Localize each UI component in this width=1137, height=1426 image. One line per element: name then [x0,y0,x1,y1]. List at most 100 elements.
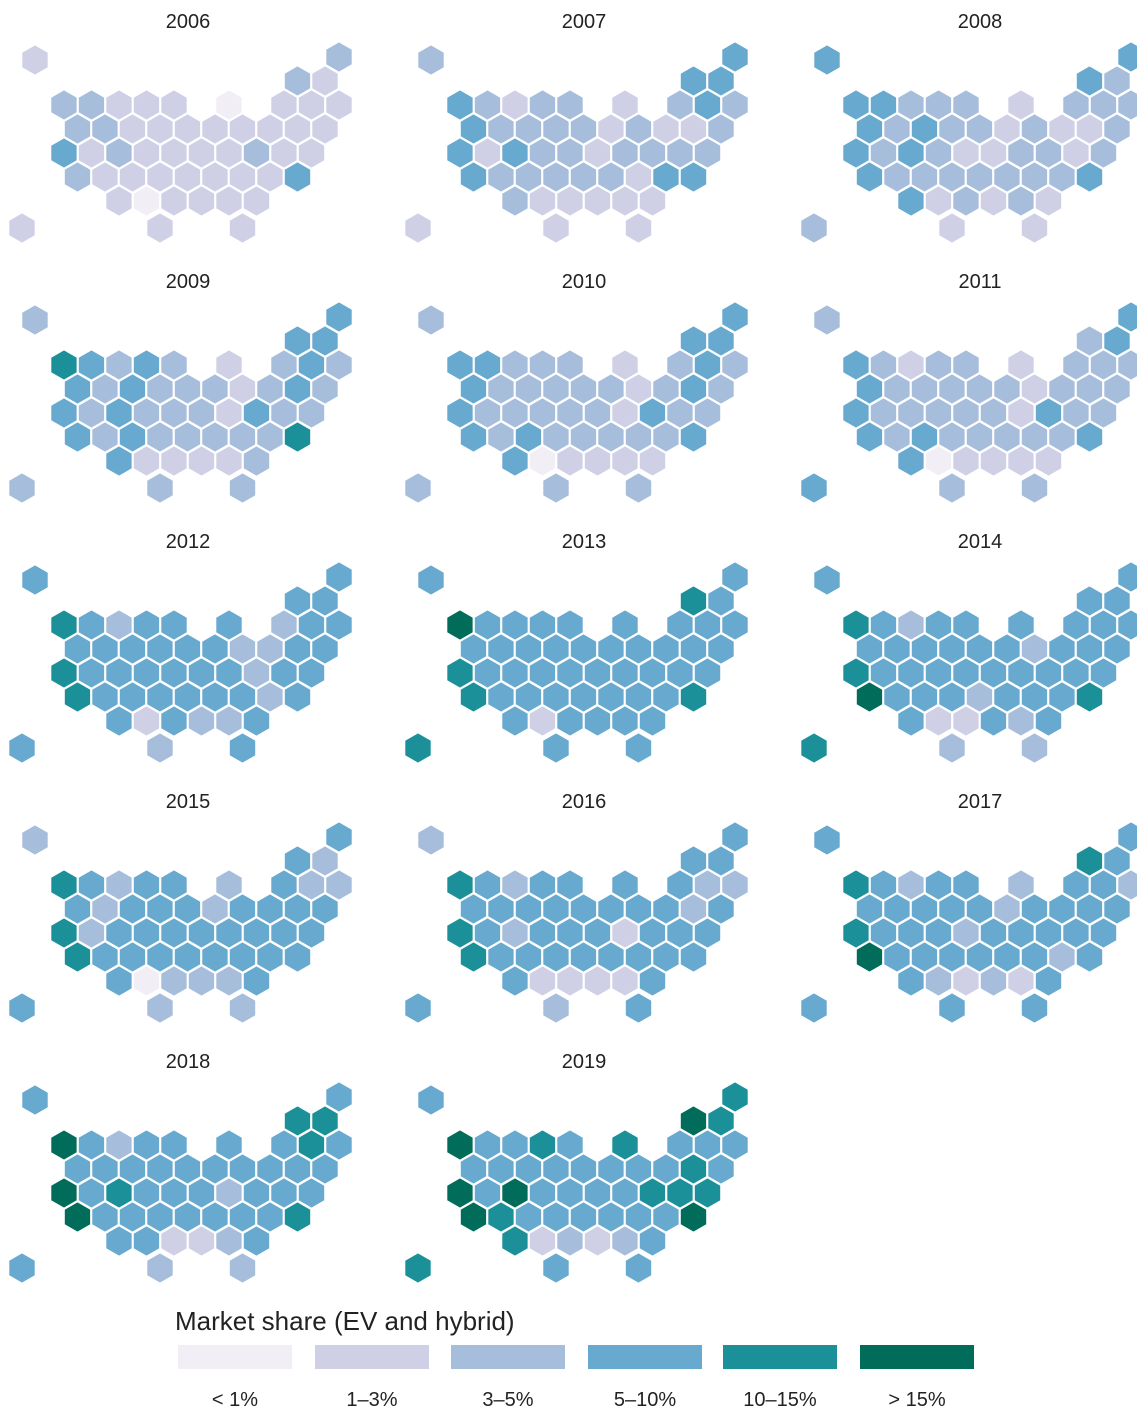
state-hex [403,991,433,1025]
state-hex [527,964,558,998]
state-hex [555,184,585,218]
state-hex [241,444,272,478]
state-hex [637,704,668,738]
state-hex [527,444,558,478]
state-hex [1074,160,1105,194]
state-hex [812,563,842,597]
state-hex [799,211,829,245]
state-hex [610,964,640,998]
state-hex [1033,444,1064,478]
state-hex [527,184,558,218]
state-hex [854,420,885,454]
state-hex [403,1251,433,1285]
state-hex [62,680,93,714]
state-hex [923,444,954,478]
state-hex [582,184,613,218]
state-hex [403,731,433,765]
state-hex [7,991,37,1025]
state-hex [1019,211,1050,245]
state-hex [1006,704,1036,738]
legend-swatch [860,1345,974,1369]
legend-swatch [723,1345,837,1369]
state-hex [104,184,134,218]
panel: 2015 [7,791,354,1025]
state-hex [1033,184,1064,218]
state-hex [104,444,134,478]
state-hex [403,211,433,245]
state-hex [812,823,842,857]
state-hex [1033,704,1064,738]
state-hex [131,964,162,998]
panel-title: 2009 [166,271,211,293]
state-hex [500,964,530,998]
panel-title: 2014 [958,531,1003,553]
panel-title: 2016 [562,791,607,813]
state-hex [186,184,217,218]
legend-swatch [315,1345,429,1369]
legend-label: < 1% [212,1389,258,1411]
state-hex [159,444,189,478]
state-hex [896,444,926,478]
state-hex [812,43,842,77]
state-hex [896,704,926,738]
state-hex [416,823,446,857]
state-hex [923,964,954,998]
state-hex [610,704,640,738]
state-hex [20,1083,50,1117]
state-hex [527,704,558,738]
panel: 2017 [799,791,1137,1025]
state-hex [131,444,162,478]
panel-title: 2012 [166,531,211,553]
state-hex [623,1251,654,1285]
panel-title: 2013 [562,531,607,553]
state-hex [896,184,926,218]
state-hex [227,211,258,245]
state-hex [104,964,134,998]
state-hex [854,940,885,974]
state-hex [214,964,244,998]
state-hex [1019,991,1050,1025]
legend-swatch [588,1345,702,1369]
state-hex [131,704,162,738]
state-hex [7,471,37,505]
state-hex [937,471,967,505]
state-hex [678,160,709,194]
state-hex [241,184,272,218]
panel-title: 2018 [166,1051,211,1073]
state-hex [1006,964,1036,998]
state-hex [241,964,272,998]
state-hex [678,420,709,454]
state-hex [541,1251,571,1285]
panel: 2007 [403,11,750,245]
legend-label: 3–5% [482,1389,533,1411]
state-hex [555,1224,585,1258]
panel: 2009 [7,271,354,505]
state-hex [282,940,313,974]
state-hex [145,1251,175,1285]
state-hex [416,1083,446,1117]
legend-label: 1–3% [346,1389,397,1411]
panel-title: 2017 [958,791,1003,813]
panel: 2016 [403,791,750,1025]
state-hex [416,303,446,337]
state-hex [104,704,134,738]
panel-title: 2007 [562,11,607,33]
state-hex [678,1200,709,1234]
state-hex [799,991,829,1025]
state-hex [62,940,93,974]
panel: 2018 [7,1051,354,1285]
state-hex [978,444,1009,478]
legend-label: 10–15% [743,1389,817,1411]
state-hex [582,444,613,478]
state-hex [227,471,258,505]
state-hex [623,991,654,1025]
state-hex [7,731,37,765]
state-hex [610,1224,640,1258]
state-hex [678,680,709,714]
state-hex [214,184,244,218]
state-hex [159,964,189,998]
state-hex [62,160,93,194]
legend-title: Market share (EV and hybrid) [175,1306,515,1336]
state-hex [582,704,613,738]
